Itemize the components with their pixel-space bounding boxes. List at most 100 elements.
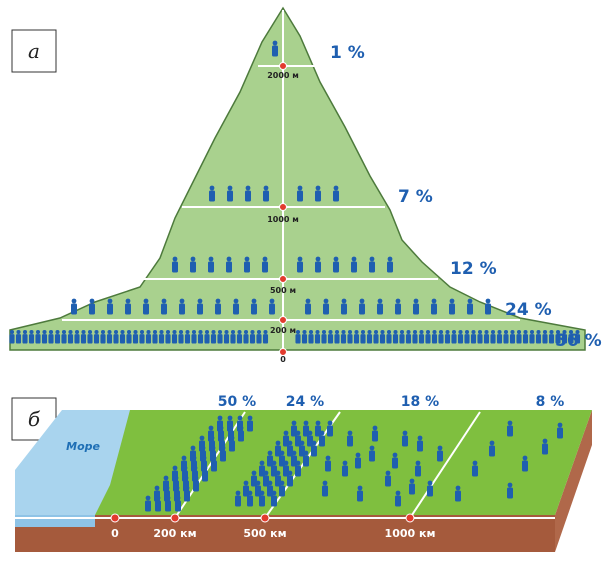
person-head — [342, 460, 348, 466]
person-head — [74, 330, 80, 335]
person-head — [432, 330, 437, 335]
person-body — [297, 261, 303, 273]
person-body — [218, 430, 224, 442]
person-body — [247, 420, 253, 432]
person-body — [305, 303, 311, 315]
person-head — [89, 298, 95, 304]
level-dot — [279, 348, 287, 356]
person-head — [451, 330, 457, 335]
person-body — [301, 334, 308, 344]
person-head — [322, 480, 328, 486]
person-body — [507, 425, 513, 437]
person-body — [200, 450, 206, 462]
person-body — [392, 457, 398, 469]
person-body — [262, 334, 269, 344]
person-body — [182, 470, 188, 482]
person-body — [211, 460, 217, 472]
person-body — [405, 334, 412, 344]
person-body — [399, 334, 405, 344]
person-body — [197, 334, 204, 344]
person-body — [267, 455, 273, 467]
person-body — [226, 261, 232, 273]
person-body — [28, 334, 35, 344]
person-head — [233, 298, 239, 304]
altitude-label: 200 м — [270, 326, 296, 335]
person-head — [146, 330, 151, 335]
slab-front — [15, 515, 555, 552]
person-head — [208, 425, 214, 431]
person-head — [107, 298, 113, 304]
person-head — [341, 330, 346, 335]
person-body — [395, 495, 401, 507]
person-head — [333, 185, 339, 191]
person-head — [297, 185, 303, 191]
person-body — [191, 460, 197, 472]
person-body — [229, 440, 235, 452]
person-body — [209, 440, 215, 452]
person-head — [315, 330, 320, 335]
panel-label-box — [11, 29, 57, 73]
person-body — [353, 334, 360, 344]
person-head — [510, 330, 515, 335]
person-body — [208, 261, 214, 273]
person-head — [522, 455, 528, 461]
person-head — [402, 430, 408, 436]
person-body — [259, 495, 265, 507]
distance-label: 0 — [111, 527, 119, 540]
person-head — [100, 330, 106, 335]
person-head — [244, 256, 250, 262]
altitude-label: 0 — [280, 355, 286, 364]
person-body — [255, 485, 261, 497]
person-body — [334, 334, 340, 344]
person-head — [455, 485, 461, 491]
person-head — [542, 330, 548, 335]
person-head — [437, 445, 443, 451]
person-head — [445, 330, 450, 335]
person-body — [125, 303, 131, 315]
person-head — [351, 256, 357, 262]
person-body — [267, 485, 273, 497]
person-body — [315, 190, 321, 202]
person-head — [237, 415, 243, 421]
person-body — [244, 261, 250, 273]
person-body — [9, 334, 15, 344]
person-head — [251, 470, 257, 476]
person-head — [417, 435, 423, 441]
person-head — [354, 330, 359, 335]
person-head — [198, 330, 203, 335]
person-body — [113, 334, 119, 344]
person-body — [259, 465, 265, 477]
person-body — [387, 261, 393, 273]
person-head — [323, 298, 329, 304]
person-body — [386, 334, 392, 344]
person-head — [94, 330, 99, 335]
person-head — [181, 455, 187, 461]
person-body — [217, 420, 223, 432]
person-body — [489, 445, 495, 457]
person-body — [490, 334, 496, 344]
person-head — [523, 330, 528, 335]
person-body — [191, 334, 197, 344]
person-head — [152, 330, 158, 335]
person-body — [220, 450, 226, 462]
person-body — [470, 334, 477, 344]
person-body — [327, 334, 334, 344]
person-head — [357, 485, 363, 491]
person-body — [509, 334, 516, 344]
person-head — [412, 330, 418, 335]
person-head — [427, 480, 433, 486]
person-body — [223, 334, 230, 344]
person-head — [490, 330, 496, 335]
person-head — [467, 298, 473, 304]
person-head — [237, 330, 242, 335]
person-body — [175, 500, 181, 512]
person-head — [377, 298, 383, 304]
person-head — [472, 460, 478, 466]
person-body — [271, 495, 277, 507]
share-label: 24 % — [286, 394, 324, 410]
person-head — [71, 298, 77, 304]
person-body — [477, 334, 483, 344]
person-head — [360, 330, 366, 335]
person-body — [230, 334, 236, 344]
person-head — [315, 185, 321, 191]
